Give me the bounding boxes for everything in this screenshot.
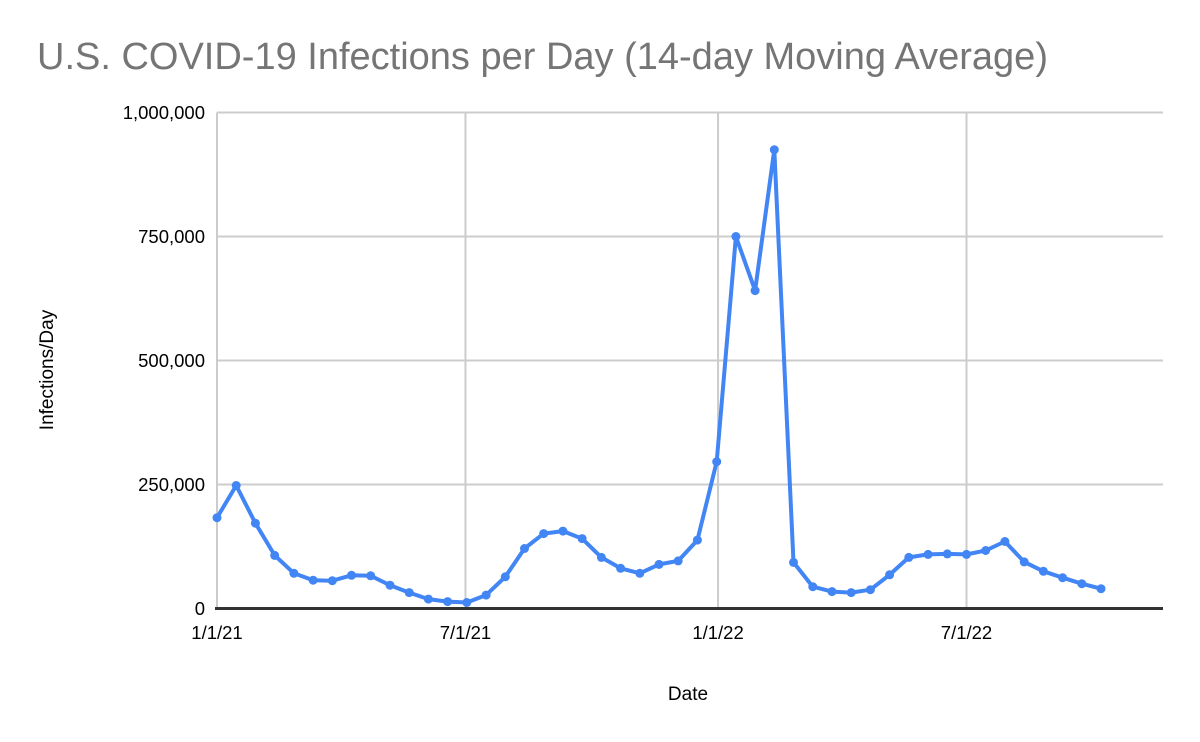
data-point[interactable] — [981, 546, 991, 555]
x-tick-label: 7/1/21 — [440, 622, 491, 643]
data-point[interactable] — [1019, 557, 1029, 567]
chart-title: U.S. COVID-19 Infections per Day (14-day… — [37, 36, 1048, 78]
data-point[interactable] — [1038, 566, 1048, 576]
data-point[interactable] — [673, 556, 683, 566]
data-point[interactable] — [808, 582, 818, 592]
data-point[interactable] — [692, 535, 702, 545]
data-point[interactable] — [404, 588, 414, 598]
x-tick-label: 7/1/22 — [941, 622, 992, 643]
data-point[interactable] — [923, 549, 933, 559]
data-point[interactable] — [827, 587, 837, 597]
x-tick-labels: 1/1/21 7/1/21 1/1/22 7/1/22 — [191, 622, 992, 643]
data-point[interactable] — [289, 568, 299, 578]
data-point[interactable] — [462, 598, 472, 607]
data-point[interactable] — [500, 572, 510, 582]
data-point[interactable] — [308, 575, 318, 585]
data-point[interactable] — [231, 481, 241, 490]
data-point[interactable] — [481, 590, 491, 600]
data-point[interactable] — [423, 594, 433, 604]
data-point[interactable] — [212, 513, 222, 523]
y-tick-label: 750,000 — [138, 226, 205, 247]
y-tick-label: 0 — [195, 598, 205, 619]
data-point[interactable] — [1058, 573, 1068, 583]
data-point[interactable] — [635, 568, 645, 578]
x-tick-label: 1/1/21 — [191, 622, 242, 643]
data-point[interactable] — [731, 232, 741, 241]
series-line[interactable] — [215, 147, 1103, 605]
series-line-group — [212, 145, 1106, 607]
data-point[interactable] — [539, 529, 549, 539]
y-tick-labels: 0 250,000 500,000 750,000 1,000,000 — [123, 102, 205, 619]
y-tick-label: 250,000 — [138, 474, 205, 495]
data-point[interactable] — [942, 549, 952, 559]
y-tick-label: 1,000,000 — [123, 102, 205, 123]
y-gridlines — [217, 111, 1163, 486]
x-axis-title: Date — [668, 684, 708, 705]
y-tick-label: 500,000 — [138, 350, 205, 371]
data-point[interactable] — [596, 552, 606, 562]
data-point[interactable] — [577, 534, 587, 544]
data-point[interactable] — [750, 286, 760, 296]
y-axis-title: Infections/Day — [37, 309, 58, 430]
data-point[interactable] — [1000, 537, 1010, 546]
x-gridlines — [216, 112, 968, 609]
data-point[interactable] — [443, 597, 453, 607]
data-point[interactable] — [558, 526, 568, 536]
data-point[interactable] — [250, 518, 260, 528]
data-point[interactable] — [789, 557, 798, 567]
data-point[interactable] — [385, 580, 395, 590]
data-point[interactable] — [769, 145, 779, 155]
data-point[interactable] — [885, 570, 895, 580]
x-tick-label: 1/1/22 — [692, 622, 743, 643]
data-point[interactable] — [865, 585, 875, 595]
data-point[interactable] — [712, 457, 722, 467]
data-point[interactable] — [1096, 584, 1106, 594]
data-point[interactable] — [270, 550, 280, 560]
data-point[interactable] — [846, 588, 856, 598]
data-point[interactable] — [904, 552, 914, 562]
data-point[interactable] — [616, 563, 626, 573]
data-point[interactable] — [366, 571, 376, 581]
data-point[interactable] — [962, 549, 971, 559]
data-point[interactable] — [654, 559, 664, 569]
data-point[interactable] — [520, 544, 529, 553]
data-point[interactable] — [1077, 579, 1087, 589]
data-point[interactable] — [347, 570, 356, 580]
data-point[interactable] — [327, 576, 337, 586]
